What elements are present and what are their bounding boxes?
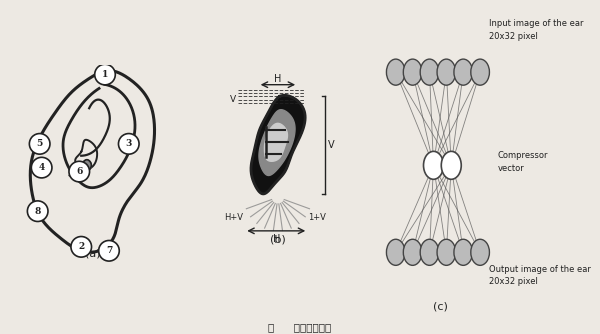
Circle shape xyxy=(28,201,48,221)
Text: Compressor
vector: Compressor vector xyxy=(498,152,548,173)
Circle shape xyxy=(31,157,52,178)
Text: 4: 4 xyxy=(38,163,45,172)
Polygon shape xyxy=(265,123,287,161)
Polygon shape xyxy=(259,110,295,175)
Circle shape xyxy=(403,59,422,85)
Text: 7: 7 xyxy=(106,246,112,255)
Circle shape xyxy=(420,59,439,85)
Circle shape xyxy=(454,239,473,265)
Circle shape xyxy=(437,239,456,265)
Text: Output image of the ear
20x32 pixel: Output image of the ear 20x32 pixel xyxy=(489,265,591,286)
Circle shape xyxy=(441,151,461,179)
Circle shape xyxy=(71,236,92,257)
Polygon shape xyxy=(251,95,305,194)
Text: 5: 5 xyxy=(37,139,43,148)
Text: 8: 8 xyxy=(34,207,41,216)
Circle shape xyxy=(95,64,115,85)
Text: H+V: H+V xyxy=(224,213,243,222)
Circle shape xyxy=(29,134,50,154)
Text: (b): (b) xyxy=(270,234,286,244)
Circle shape xyxy=(471,239,490,265)
Text: 2: 2 xyxy=(78,242,85,251)
Circle shape xyxy=(424,151,443,179)
Circle shape xyxy=(386,239,405,265)
Text: 1: 1 xyxy=(102,70,108,79)
Text: 图      耳朵图像模型: 图 耳朵图像模型 xyxy=(268,322,332,332)
Circle shape xyxy=(454,59,473,85)
Circle shape xyxy=(437,59,456,85)
Text: (c): (c) xyxy=(433,301,448,311)
Text: H: H xyxy=(272,234,280,244)
Circle shape xyxy=(118,134,139,154)
Text: (a): (a) xyxy=(85,249,101,259)
Circle shape xyxy=(403,239,422,265)
Circle shape xyxy=(420,239,439,265)
Text: H: H xyxy=(274,74,281,84)
Text: V: V xyxy=(230,95,236,104)
Text: Input image of the ear
20x32 pixel: Input image of the ear 20x32 pixel xyxy=(489,19,583,41)
Circle shape xyxy=(98,240,119,261)
Text: 6: 6 xyxy=(76,167,82,176)
Circle shape xyxy=(386,59,405,85)
Polygon shape xyxy=(77,160,91,172)
Text: 3: 3 xyxy=(125,139,132,148)
Circle shape xyxy=(69,161,89,182)
Circle shape xyxy=(471,59,490,85)
Text: 1+V: 1+V xyxy=(308,213,326,222)
Text: V: V xyxy=(328,140,335,150)
